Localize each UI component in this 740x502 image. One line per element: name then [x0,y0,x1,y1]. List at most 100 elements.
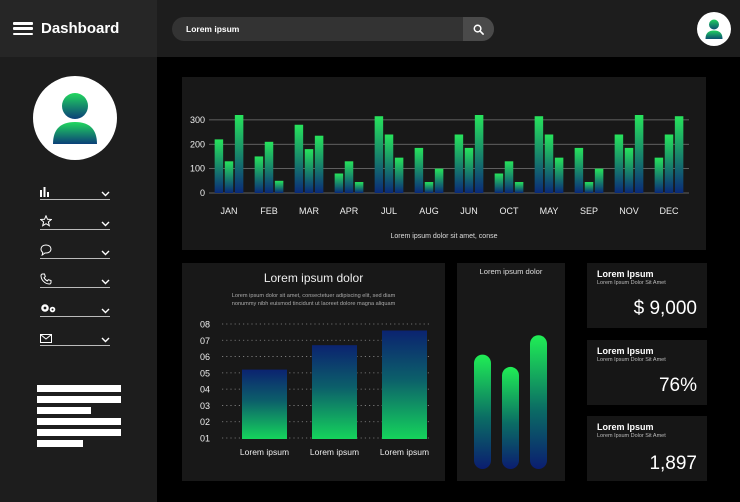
bar-chart-icon [40,187,49,197]
sidebar-item-messages[interactable] [40,243,110,259]
bar [614,134,624,193]
bar [544,134,554,193]
chart-caption: Lorem ipsum dolor sit amet, conse [390,233,498,240]
x-tick-label: OCT [500,206,520,216]
bar [384,134,394,193]
bar [554,157,564,193]
bar [344,161,354,193]
chevron-down-icon [101,221,110,227]
brand: Dashboard [0,0,157,57]
bar [354,182,364,193]
y-tick-label: 300 [190,115,205,125]
sidebar-item-favorites[interactable] [40,214,110,230]
stat-card-percent: Lorem Ipsum Lorem Ipsum Dolor Sit Amet 7… [587,340,707,405]
bar [434,168,444,193]
chart-subtitle: Lorem ipsum dolor sit amet, consectetuer… [182,292,445,308]
stat-value: 1,897 [649,453,697,474]
bar [474,115,484,193]
x-tick-label: FEB [260,206,278,216]
chevron-down-icon [101,250,110,256]
x-tick-label: JAN [220,206,237,216]
summary-bar-chart-panel: Lorem ipsum dolor Lorem ipsum dolor sit … [182,263,445,481]
x-tick-label: NOV [619,206,639,216]
y-tick-label: 200 [190,139,205,149]
y-tick-label: 01 [200,434,210,444]
stat-value: 76% [658,375,697,396]
bar [574,147,584,193]
bar [224,161,234,193]
user-avatar[interactable] [697,12,731,46]
x-tick-label: DEC [659,206,679,216]
sidebar-item-analytics[interactable] [40,184,110,200]
bar [394,157,404,193]
chat-icon [40,244,52,256]
y-tick-label: 06 [200,352,210,362]
bar [534,116,544,193]
bar [294,124,304,193]
phone-icon [40,273,52,285]
chart-subtitle-line: nonummy nibh euismod tincidunt ut laoree… [231,301,396,307]
bar [312,345,357,439]
bar [624,147,634,193]
vertical-bars-panel: Lorem ipsum dolor [457,263,565,481]
bar [254,156,264,193]
stat-sublabel: Lorem Ipsum Dolor Sit Amet [597,433,666,439]
bar [454,134,464,193]
y-tick-label: 07 [200,336,210,346]
bar [304,149,314,193]
chevron-down-icon [101,191,110,197]
bar [654,157,664,193]
menu-icon[interactable] [13,22,33,35]
user-icon [53,93,97,144]
y-tick-label: 0 [200,188,205,198]
x-tick-label: APR [340,206,359,216]
profile-avatar[interactable] [33,76,117,160]
stat-sublabel: Lorem Ipsum Dolor Sit Amet [597,357,666,363]
chevron-down-icon [101,279,110,285]
bar [502,366,519,469]
stat-value: $ 9,000 [633,298,697,319]
bar [504,161,514,193]
stat-sublabel: Lorem Ipsum Dolor Sit Amet [597,280,666,286]
sidebar-item-settings[interactable] [40,301,110,317]
search-input[interactable] [172,17,462,41]
bar [274,180,284,193]
stat-label: Lorem Ipsum [597,422,654,432]
sidebar-item-calls[interactable] [40,272,110,288]
star-icon [40,215,52,227]
bar [514,182,524,193]
top-bar: Dashboard [0,0,740,57]
sidebar-item-mail[interactable] [40,330,110,346]
chevron-down-icon [101,308,110,314]
monthly-bar-chart-panel: 0 100 200 300 JAN FEB MAR APR JUL AUG JUN OCT MAY SEP… [182,77,706,250]
sidebar [0,57,157,502]
x-tick-label: JUN [460,206,478,216]
x-tick-label: MAY [540,206,559,216]
bar [264,141,274,193]
bar [664,134,674,193]
bar [464,147,474,193]
y-tick-label: 02 [200,417,210,427]
y-tick-label: 04 [200,385,210,395]
chevron-down-icon [101,337,110,343]
x-tick-label: SEP [580,206,598,216]
stat-label: Lorem Ipsum [597,269,654,279]
bar [234,115,244,193]
bar [374,116,384,193]
search-icon [473,24,484,35]
search-bar [172,17,494,41]
settings-icon [41,304,56,313]
bar [214,139,224,193]
mail-icon [40,334,52,343]
stat-card-revenue: Lorem Ipsum Lorem Ipsum Dolor Sit Amet $… [587,263,707,328]
chart-title: Lorem ipsum dolor [263,271,364,285]
bar [414,147,424,193]
stat-label: Lorem Ipsum [597,346,654,356]
monthly-bar-chart: 0 100 200 300 JAN FEB MAR APR JUL AUG JUN OCT MAY SEP… [190,115,689,216]
y-tick-label: 08 [200,320,210,330]
y-tick-label: 05 [200,368,210,378]
search-button[interactable] [463,17,494,41]
bar [424,182,434,193]
bar [242,369,287,439]
x-tick-label: MAR [299,206,320,216]
